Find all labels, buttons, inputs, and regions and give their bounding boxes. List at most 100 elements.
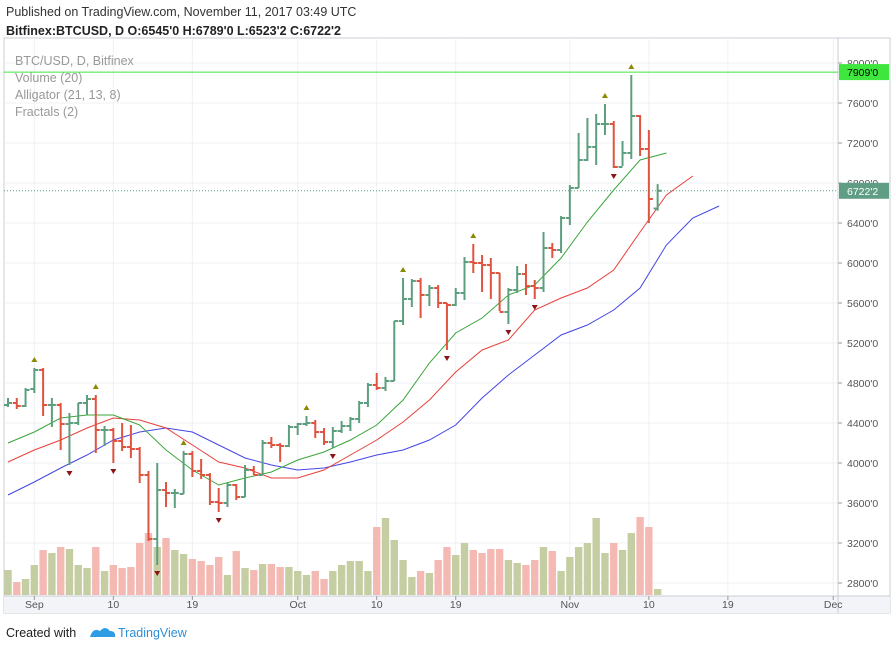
volume-bar bbox=[337, 565, 346, 595]
volume-bar bbox=[48, 553, 56, 595]
volume-bar bbox=[495, 549, 504, 595]
hline-label-box bbox=[839, 64, 889, 81]
volume-bar bbox=[109, 565, 118, 595]
volume-bar bbox=[92, 547, 100, 595]
x-tick-label: Dec bbox=[824, 599, 843, 611]
volume-bar bbox=[408, 577, 416, 595]
volume-bar bbox=[215, 557, 223, 595]
published-note: Published on TradingView.com, November 1… bbox=[6, 5, 356, 19]
volume-bar bbox=[618, 550, 627, 595]
y-tick-label: 2800'0 bbox=[847, 578, 878, 590]
volume-bar bbox=[285, 567, 293, 595]
volume-bar bbox=[302, 575, 311, 595]
legend-entry: Alligator (21, 13, 8) bbox=[15, 88, 121, 102]
volume-bar bbox=[452, 555, 460, 595]
volume-bar bbox=[416, 571, 425, 595]
volume-bar bbox=[258, 564, 267, 595]
volume-bar bbox=[135, 543, 144, 595]
fractal-down bbox=[154, 571, 161, 576]
y-tick-label: 3600'0 bbox=[847, 498, 878, 510]
volume-bar bbox=[30, 565, 39, 595]
fractal-up bbox=[400, 267, 407, 272]
fractal-down bbox=[329, 454, 336, 459]
volume-bar bbox=[311, 571, 319, 595]
footer-brand[interactable]: TradingView bbox=[118, 626, 188, 640]
volume-bar bbox=[294, 571, 302, 595]
y-tick-label: 4800'0 bbox=[847, 378, 878, 390]
symbol-info: Bitfinex:BTCUSD, D O:6545'0 H:6789'0 L:6… bbox=[6, 24, 341, 38]
volume-bar bbox=[583, 543, 592, 595]
volume-bar bbox=[574, 547, 583, 595]
volume-bar bbox=[434, 560, 442, 595]
alligator-lips bbox=[7, 152, 667, 486]
fractal-down bbox=[505, 330, 512, 335]
last-price-box bbox=[839, 182, 889, 199]
volume-bar bbox=[320, 579, 328, 595]
footer-text: Created with bbox=[6, 626, 76, 640]
fractal-down bbox=[215, 518, 222, 523]
y-tick-label: 3200'0 bbox=[847, 538, 878, 550]
y-tick-label: 4000'0 bbox=[847, 458, 878, 470]
volume-bar bbox=[399, 560, 407, 595]
volume-bar bbox=[223, 575, 232, 595]
volume-bar bbox=[118, 568, 126, 595]
y-tick-label: 7200'0 bbox=[847, 138, 878, 150]
fractal-down bbox=[110, 469, 117, 474]
volume-bar bbox=[653, 589, 662, 595]
volume-bar bbox=[460, 543, 469, 595]
x-tick-label: 19 bbox=[187, 599, 199, 611]
volume-bar bbox=[355, 561, 363, 595]
volume-bar bbox=[74, 565, 82, 595]
volume-bar bbox=[144, 533, 153, 595]
volume-bar bbox=[381, 518, 390, 595]
fractal-down bbox=[610, 174, 617, 179]
last-price-label: 6722'2 bbox=[847, 186, 878, 198]
logo-cloud bbox=[90, 628, 116, 637]
volume-bar bbox=[162, 538, 170, 595]
volume-bar bbox=[171, 550, 179, 595]
y-tick-label: 5200'0 bbox=[847, 338, 878, 350]
volume-bar bbox=[478, 553, 486, 595]
fractal-up bbox=[601, 93, 608, 98]
fractal-up bbox=[180, 440, 187, 445]
x-tick-label: 19 bbox=[722, 599, 734, 611]
volume-bar bbox=[197, 561, 205, 595]
legend-entry: Fractals (2) bbox=[15, 105, 78, 119]
volume-bar bbox=[100, 571, 109, 595]
volume-bar bbox=[636, 517, 644, 595]
y-tick-label: 6400'0 bbox=[847, 218, 878, 230]
fractal-up bbox=[470, 233, 477, 238]
volume-bar bbox=[610, 543, 618, 595]
plot bbox=[4, 64, 838, 595]
y-tick-label: 6000'0 bbox=[847, 258, 878, 270]
y-tick-label: 4400'0 bbox=[847, 418, 878, 430]
volume-bar bbox=[601, 553, 609, 595]
fractal-down bbox=[531, 305, 538, 310]
volume-bar bbox=[21, 579, 30, 595]
x-tick-label: 10 bbox=[108, 599, 120, 611]
volume-bar bbox=[539, 547, 548, 595]
fractal-up bbox=[92, 384, 99, 389]
volume-bar bbox=[443, 547, 451, 595]
x-axis-panel bbox=[4, 596, 890, 613]
volume-bar bbox=[487, 549, 495, 595]
volume-bar bbox=[250, 570, 258, 595]
x-tick-label: 19 bbox=[450, 599, 462, 611]
volume-bar bbox=[522, 565, 530, 595]
volume-bar bbox=[557, 571, 565, 595]
fractal-up bbox=[303, 405, 310, 410]
tradingview-logo[interactable]: TradingView bbox=[90, 626, 188, 640]
x-tick-label: Nov bbox=[561, 599, 580, 611]
volume-bar bbox=[627, 533, 635, 595]
volume-bar bbox=[83, 568, 91, 595]
volume-bar bbox=[179, 554, 188, 595]
legend: BTC/USD, D, Bitfinex Volume (20) Alligator… bbox=[15, 54, 135, 119]
legend-entry: Volume (20) bbox=[15, 71, 82, 85]
fractal-up bbox=[628, 64, 635, 69]
volume-bar bbox=[566, 557, 574, 595]
fractal-up bbox=[31, 357, 38, 362]
volume-bar bbox=[513, 563, 521, 595]
volume-bar bbox=[65, 549, 74, 595]
legend-entry: BTC/USD, D, Bitfinex bbox=[15, 54, 135, 68]
